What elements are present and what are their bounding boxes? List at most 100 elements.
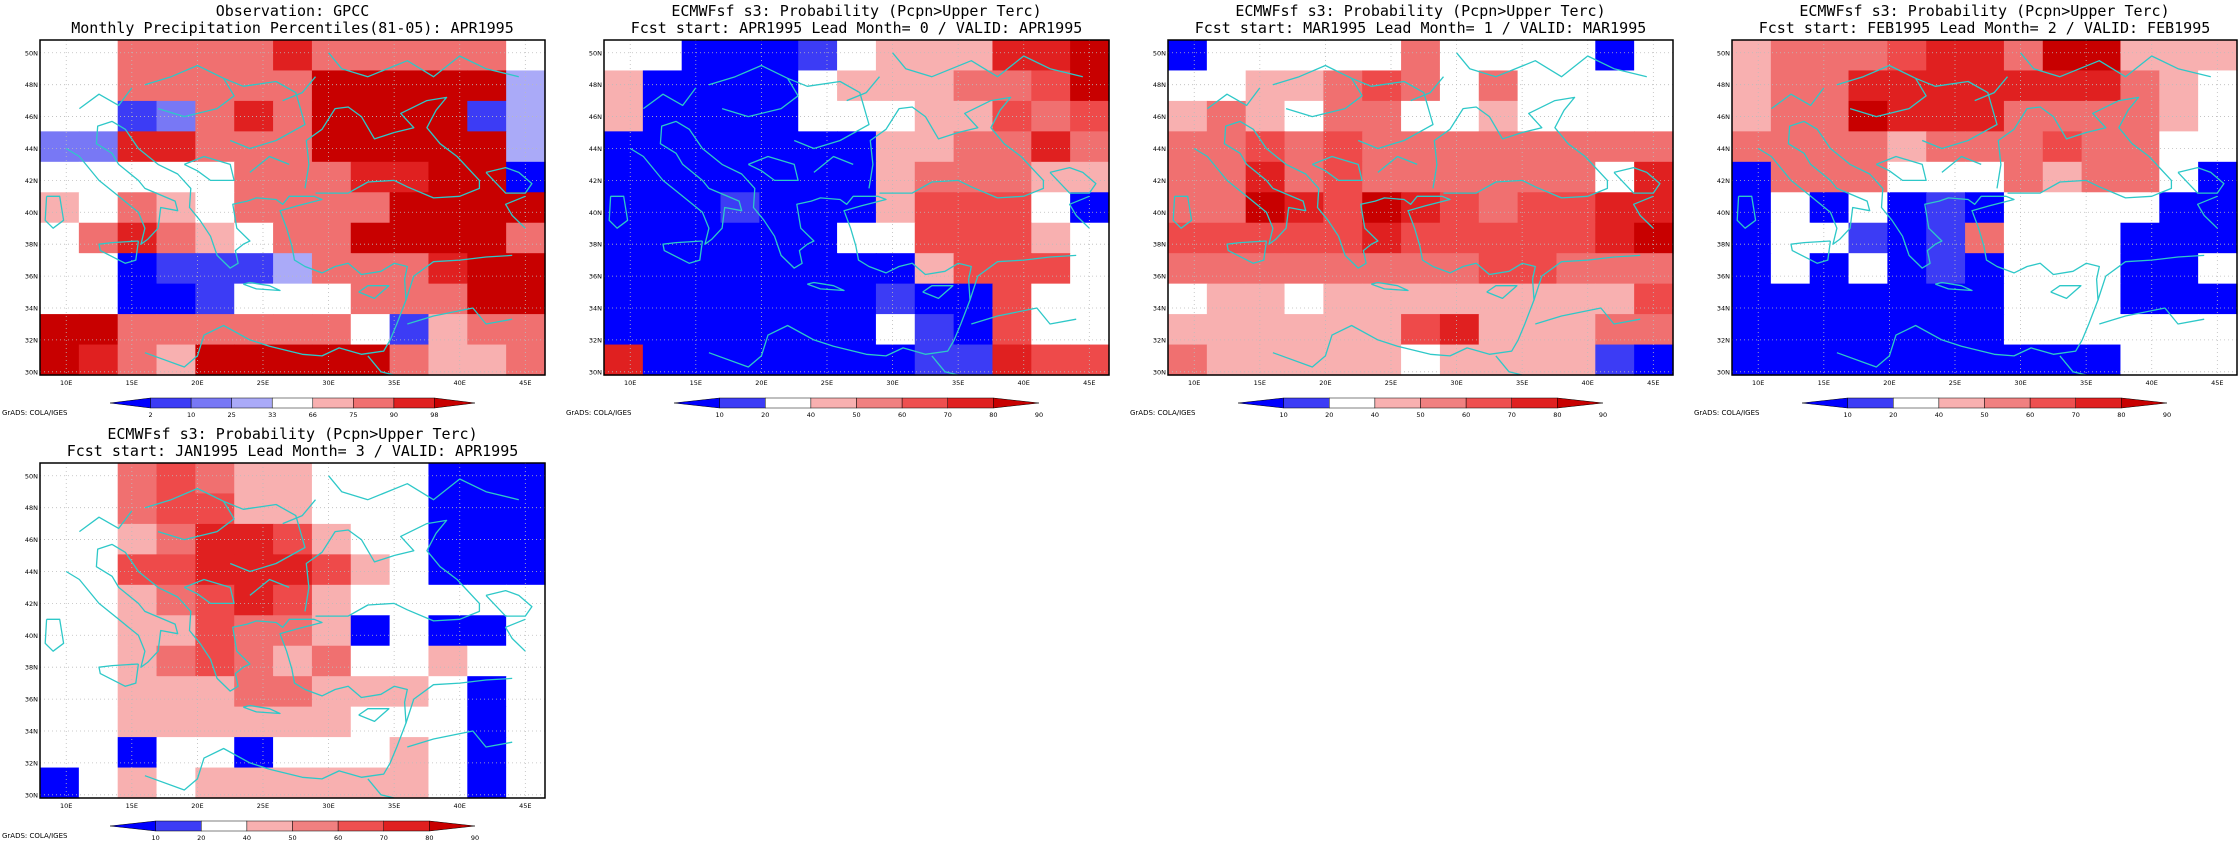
legend-label: 60 — [2026, 411, 2034, 419]
grid-cell — [467, 344, 507, 376]
legend-label: 70 — [380, 834, 388, 842]
grid-cell — [156, 40, 196, 72]
map-figure: 50N 48N 46N 44N 42N 40N 38N 36N 34N 32N 30N 10E 15E 2… — [1153, 39, 1674, 419]
legend-label: 50 — [852, 411, 860, 419]
grid-cell — [1732, 344, 1772, 376]
grid-cell — [1595, 70, 1635, 102]
legend-label: 60 — [334, 834, 342, 842]
grid-cell — [1926, 283, 1966, 315]
lon-tick-label: 30E — [2014, 379, 2026, 387]
coastline — [44, 618, 65, 652]
grid-cell — [1284, 131, 1324, 163]
grid-cell — [875, 70, 916, 102]
grid-cell — [1323, 283, 1363, 315]
grid-cell — [2198, 40, 2238, 72]
grid-cell — [681, 100, 722, 132]
grid-cell — [1595, 283, 1635, 315]
grid-cell — [1168, 161, 1208, 193]
grid-cell — [428, 737, 468, 769]
grid-cell — [2159, 283, 2199, 315]
coastline — [243, 704, 281, 715]
grid-cell — [156, 131, 196, 163]
grid-cell — [311, 131, 352, 163]
grid-cell — [953, 253, 994, 285]
legend-label: 60 — [898, 411, 906, 419]
grid-cell — [506, 161, 546, 193]
grid-cell — [1634, 283, 1674, 315]
grid-cell — [428, 676, 468, 708]
grid-cell — [506, 706, 546, 738]
grid-cell — [1031, 283, 1071, 315]
grid-cell — [1070, 131, 1110, 163]
lon-tick-label: 35E — [388, 379, 400, 387]
coastline — [1974, 76, 2009, 102]
map-panel-obs: Observation: GPCC Monthly Precipitation P… — [2, 0, 565, 423]
legend-swatch — [434, 397, 476, 409]
grid-cell — [506, 131, 546, 163]
grid-cell — [1770, 192, 1811, 224]
grid-cell — [117, 192, 158, 224]
grid-cell — [350, 192, 391, 224]
grid-cell — [350, 283, 391, 315]
grid-cell — [875, 100, 916, 132]
grid-cell — [1848, 131, 1888, 163]
grid-cell — [798, 222, 838, 254]
lon-tick-label: 10E — [1188, 379, 1200, 387]
coastline — [144, 487, 235, 541]
coastline — [282, 499, 317, 525]
grid-cell — [720, 344, 760, 376]
grid-cell — [1770, 314, 1811, 346]
grid-cell — [992, 253, 1032, 285]
grid-cell — [1284, 222, 1324, 254]
grid-cell — [1809, 100, 1850, 132]
grid-cell — [389, 131, 430, 163]
grid-cell — [837, 344, 877, 376]
map-panel-lead2: ECMWFsf s3: Probability (Pcpn>Upper Terc… — [1694, 0, 2240, 423]
grid-cell — [1284, 283, 1324, 315]
lat-tick-label: 46N — [589, 113, 602, 121]
lon-tick-label: 10E — [60, 802, 72, 810]
legend-swatch — [429, 820, 476, 832]
grid-cell — [1926, 314, 1966, 346]
grid-cell — [1926, 161, 1966, 193]
coastline — [813, 155, 854, 173]
grid-cell — [2003, 131, 2044, 163]
lon-tick-label: 20E — [1883, 379, 1895, 387]
grid-cell — [1031, 314, 1071, 346]
grid-cell — [1401, 40, 1441, 72]
map-figure: 50N 48N 46N 44N 42N 40N 38N 36N 34N 32N 30N 10E 15E 2… — [1717, 39, 2238, 419]
grid-cell — [389, 222, 430, 254]
grid-cell — [467, 253, 507, 285]
grid-cell — [234, 737, 274, 769]
grid-cell — [875, 192, 916, 224]
grid-cell — [875, 222, 916, 254]
lat-tick-label: 36N — [589, 273, 602, 281]
grid-cell — [467, 283, 507, 315]
grid-cell — [273, 314, 313, 346]
grid-cell — [837, 283, 877, 315]
legend-label: 20 — [197, 834, 205, 842]
lat-tick-label: 48N — [1717, 81, 1730, 89]
coastline — [504, 618, 526, 652]
map-frame — [39, 39, 546, 376]
lon-tick-label: 30E — [322, 802, 334, 810]
grid-cell — [2042, 344, 2083, 376]
lon-tick-label: 30E — [1450, 379, 1462, 387]
legend-swatch — [1374, 397, 1421, 409]
grid-cell — [1595, 192, 1635, 224]
grid-cell — [1965, 192, 2005, 224]
grid-cell — [1439, 70, 1480, 102]
lat-tick-label: 40N — [25, 209, 38, 217]
legend-label: 60 — [1462, 411, 1470, 419]
grid-cell — [720, 314, 760, 346]
grid-cell — [1965, 314, 2005, 346]
grid-cell — [1478, 344, 1519, 376]
grid-cell — [1362, 40, 1402, 72]
grid-cell — [40, 283, 80, 315]
grid-cell — [604, 70, 644, 102]
grid-cell — [1168, 344, 1208, 376]
grid-cell — [234, 706, 274, 738]
grid-cell — [2042, 283, 2083, 315]
grid-cell — [1478, 40, 1519, 72]
grid-cell — [311, 706, 352, 738]
